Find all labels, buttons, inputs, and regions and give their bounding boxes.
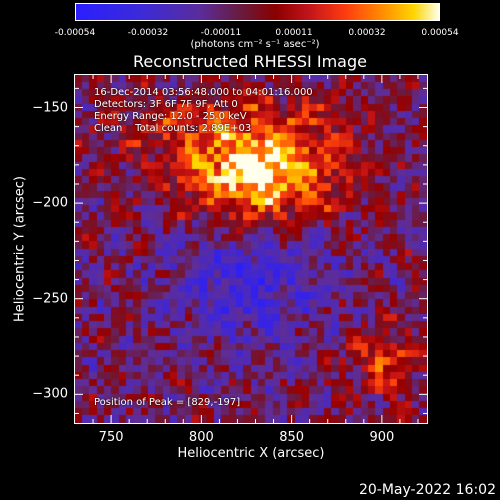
colorbar-unit-label: (photons cm⁻² s⁻¹ asec⁻²) xyxy=(190,39,320,50)
colorbar-tick-label: 0.00032 xyxy=(348,28,386,38)
y-tick-label: −300 xyxy=(32,386,68,402)
colorbar-tick-label: -0.00011 xyxy=(200,28,242,38)
info-peak-position: Position of Peak = [829,-197] xyxy=(94,397,241,408)
info-total-counts: Clean Total counts: 2.89E+03 xyxy=(94,123,252,134)
x-tick-label: 750 xyxy=(98,430,124,445)
x-axis-label: Heliocentric X (arcsec) xyxy=(177,446,325,461)
y-tick-label: −150 xyxy=(32,100,68,115)
x-tick-label: 900 xyxy=(369,430,395,445)
colorbar-tick-label: 0.00011 xyxy=(275,28,313,38)
y-tick-label: −200 xyxy=(32,195,68,211)
y-axis-label: Heliocentric Y (arcsec) xyxy=(12,176,28,322)
y-tick-label: −250 xyxy=(32,291,68,307)
x-tick-label: 850 xyxy=(279,430,305,445)
chart-title: Reconstructed RHESSI Image xyxy=(133,52,367,71)
x-tick-label: 800 xyxy=(188,430,214,445)
timestamp: 20-May-2022 16:02 xyxy=(358,482,496,498)
heatmap-image xyxy=(75,75,427,423)
info-time-range: 16-Dec-2014 03:56:48.000 to 04:01:16.000 xyxy=(94,87,313,98)
colorbar-tick-label: -0.00032 xyxy=(127,28,169,38)
colorbar-tick-label: 0.00054 xyxy=(421,28,459,38)
colorbar xyxy=(75,3,440,21)
plot-frame xyxy=(74,74,428,424)
info-detectors: Detectors: 3F 6F 7F 9F, Att 0 xyxy=(94,99,238,110)
colorbar-tick-label: -0.00054 xyxy=(54,28,96,38)
info-energy-range: Energy Range: 12.0 - 25.0 keV xyxy=(94,111,247,122)
